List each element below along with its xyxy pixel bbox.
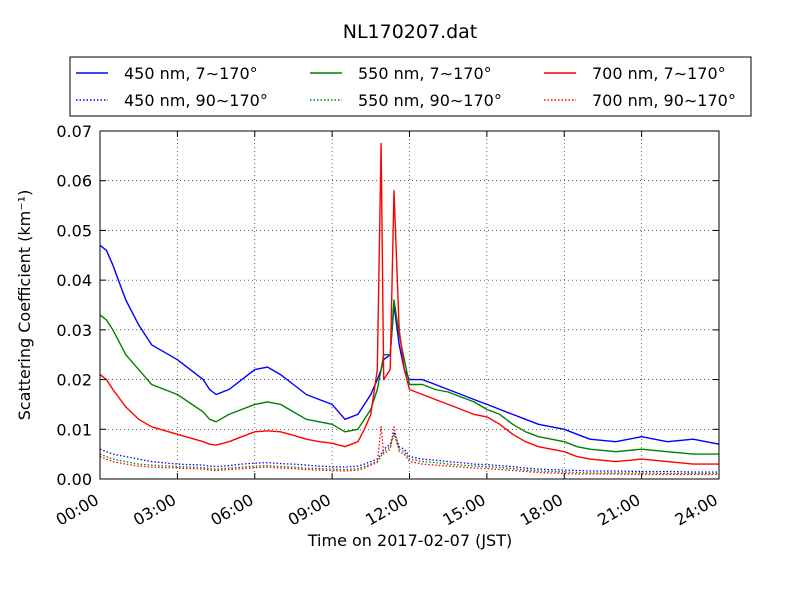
x-tick-label: 18:00 [517,490,566,530]
series-layer [99,142,720,476]
y-tick-label: 0.02 [56,371,92,390]
legend-label-4: 700 nm, 7∼170° [592,64,726,83]
y-tick-label: 0.07 [56,122,92,141]
x-tick-label: 12:00 [362,490,411,530]
legend-label-1: 450 nm, 90∼170° [124,91,268,110]
legend-label-0: 450 nm, 7∼170° [124,64,258,83]
y-tick-label: 0.01 [56,420,92,439]
y-tick-label: 0.05 [56,221,92,240]
grid [100,131,719,479]
y-axis-label: Scattering Coefficient (km⁻¹) [15,190,34,421]
x-tick-label: 06:00 [207,490,256,530]
series-line-5 [99,426,719,476]
legend-frame [69,56,752,117]
x-tick-label: 00:00 [53,490,102,530]
x-axis-label: Time on 2017-02-07 (JST) [307,531,512,550]
series-line-2 [99,299,719,455]
y-tick-label: 0.04 [56,271,92,290]
legend-label-2: 550 nm, 7∼170° [358,64,492,83]
series-line-3 [99,433,719,475]
legend: 450 nm, 7∼170° 550 nm, 7∼170° 700 nm, 7∼17… [69,56,752,117]
series-line-1 [99,431,719,473]
series-line-4 [99,142,719,465]
legend-label-3: 550 nm, 90∼170° [358,91,502,110]
ticks: 0.00 0.01 0.02 0.03 0.04 0.05 0.06 0.07 00:00 03:… [53,122,721,530]
legend-label-5: 700 nm, 90∼170° [592,91,736,110]
x-tick-label: 03:00 [130,490,179,530]
x-tick-label: 15:00 [439,490,488,530]
x-tick-label: 24:00 [672,490,721,530]
y-tick-label: 0.00 [56,470,92,489]
x-tick-label: 09:00 [285,490,334,530]
x-tick-label: 21:00 [594,490,643,530]
chart-title: NL170207.dat [343,21,478,43]
y-tick-label: 0.03 [56,321,92,340]
y-tick-label: 0.06 [56,172,92,191]
